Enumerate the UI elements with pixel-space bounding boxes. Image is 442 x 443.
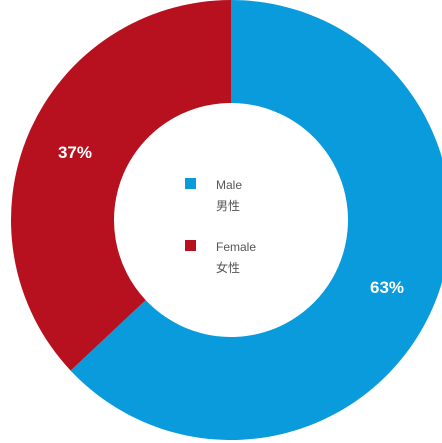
- legend-swatch-female: [185, 240, 196, 251]
- legend-label-female: Female: [216, 240, 256, 254]
- legend-swatch-male: [185, 178, 196, 189]
- data-label-female: 37%: [58, 143, 92, 162]
- legend-item-female: Female 女性: [185, 240, 256, 275]
- slices-group: [11, 0, 442, 440]
- slice-male: [70, 0, 442, 440]
- legend: Male 男性 Female 女性: [185, 178, 256, 275]
- legend-sublabel-male: 男性: [216, 199, 240, 213]
- legend-sublabel-female: 女性: [216, 260, 240, 275]
- legend-label-male: Male: [216, 178, 242, 192]
- slice-female: [11, 0, 231, 371]
- data-label-male: 63%: [370, 278, 404, 297]
- data-labels-group: 63% 37%: [58, 143, 404, 297]
- legend-item-male: Male 男性: [185, 178, 242, 213]
